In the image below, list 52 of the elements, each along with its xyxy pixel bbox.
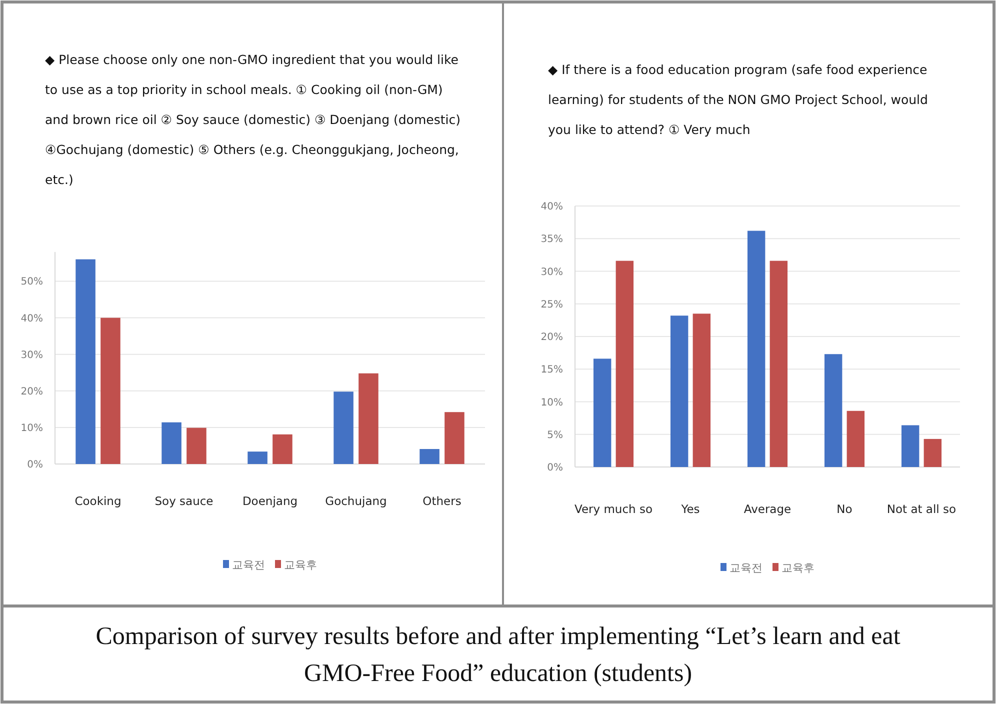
y-tick-label: 20% xyxy=(540,332,563,343)
y-tick-label: 0% xyxy=(547,462,563,474)
bar xyxy=(901,425,920,467)
x-tick-label: Yes xyxy=(680,502,700,516)
bar xyxy=(770,260,788,467)
bar xyxy=(162,422,182,464)
bar xyxy=(924,438,942,467)
x-tick-label: Cooking xyxy=(74,494,122,508)
bar xyxy=(100,318,120,464)
x-tick-label: Doenjang xyxy=(242,494,298,508)
bar xyxy=(358,373,378,464)
bar xyxy=(76,259,96,464)
legend-label: 교육후 xyxy=(284,558,317,572)
bar xyxy=(692,314,711,467)
bar xyxy=(747,230,766,467)
bar xyxy=(616,260,634,467)
bar xyxy=(846,410,865,467)
bar xyxy=(670,316,688,467)
chart-title: ◆ If there is a food education program (safe food experience learning) for students of the NON GMO Project School, would you like to attend? ① Very much xyxy=(548,62,928,137)
x-tick-label: No xyxy=(836,502,852,516)
y-tick-label: 35% xyxy=(540,234,563,246)
y-tick-label: 40% xyxy=(20,313,43,324)
chart-title: ◆ Please choose only one non-GMO ingredient that you would like to use as a top priority in school meals. ① Cooking oil (non-GM) and brown rice oil ② Soy sauce (domestic) ③ Doenjang (domestic) ④Gochujang (domestic) ⑤ Others (e.g. Cheonggukjang, Jocheong, etc.) xyxy=(45,52,460,187)
bar xyxy=(272,434,292,464)
y-tick-label: 30% xyxy=(540,266,563,278)
x-tick-label: Others xyxy=(422,494,462,508)
x-tick-label: Very much so xyxy=(574,502,653,516)
bar xyxy=(334,392,354,464)
x-tick-label: Not at all so xyxy=(886,502,956,516)
text: Comparison of survey results before and after implementing “Let’s learn and eat GMO-Free Food” education (students) xyxy=(96,623,900,687)
legend-label: 교육전 xyxy=(730,562,762,574)
y-tick-label: 0% xyxy=(27,460,43,470)
y-tick-label: 10% xyxy=(20,422,43,434)
y-tick-label: 40% xyxy=(540,202,563,212)
y-tick-label: 5% xyxy=(547,430,563,441)
x-tick-label: Average xyxy=(744,502,792,516)
bar xyxy=(420,449,440,464)
bar xyxy=(824,354,842,467)
x-tick-label: Soy sauce xyxy=(154,494,214,508)
x-tick-label: Gochujang xyxy=(325,494,387,508)
y-tick-label: 25% xyxy=(540,299,563,310)
bar xyxy=(444,412,464,464)
legend-label: 교육후 xyxy=(782,562,814,574)
legend-label: 교육전 xyxy=(232,558,265,572)
y-tick-label: 15% xyxy=(540,364,563,376)
bar xyxy=(248,452,268,464)
y-tick-label: 10% xyxy=(540,397,563,408)
bar xyxy=(593,358,612,467)
bar xyxy=(186,428,206,464)
y-tick-label: 50% xyxy=(20,276,43,288)
y-tick-label: 20% xyxy=(20,386,43,398)
y-tick-label: 30% xyxy=(20,350,43,361)
